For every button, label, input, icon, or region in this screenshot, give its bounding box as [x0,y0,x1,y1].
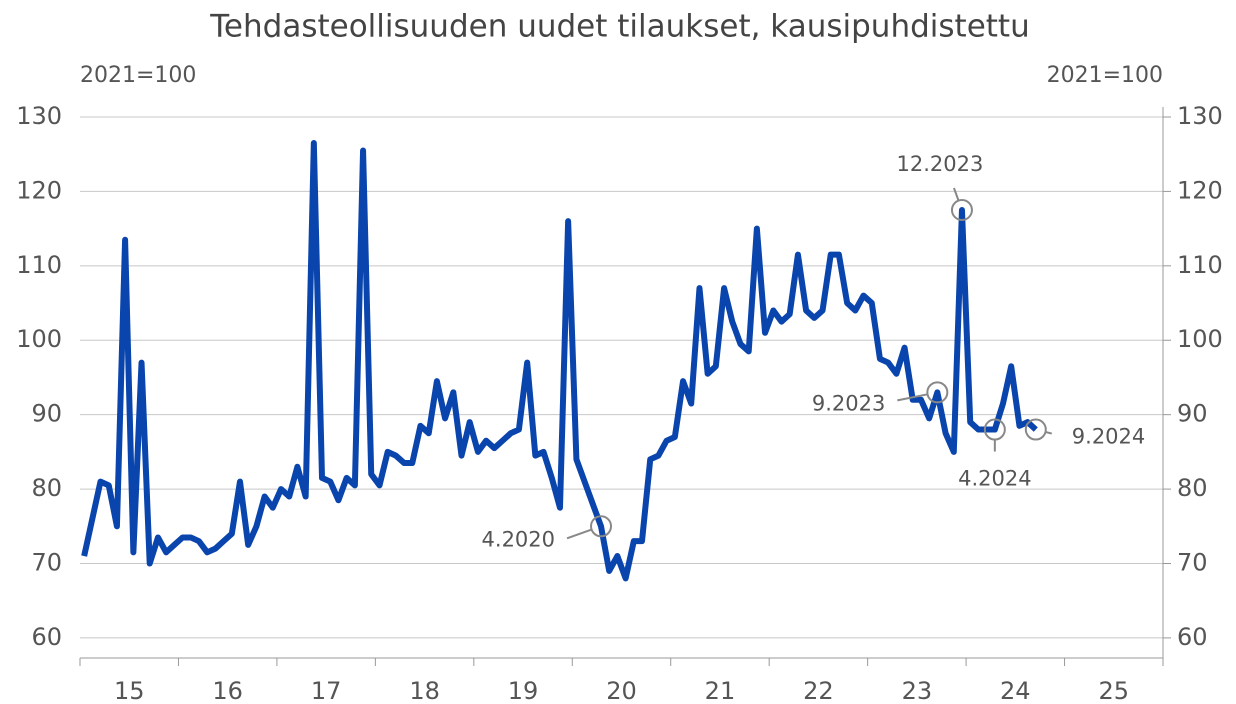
x-tick-label: 22 [803,677,834,704]
y-tick-label: 90 [31,400,62,428]
y2-tick-label: 60 [1177,623,1208,651]
annotation-label: 12.2023 [897,152,984,176]
annotation-leader [897,393,928,402]
y2-tick-label: 130 [1177,102,1223,130]
annotation-circle [926,381,949,404]
x-tick-label: 16 [212,677,243,704]
y-tick-label: 70 [31,548,62,576]
x-tick-label: 24 [1000,677,1031,704]
y2-tick-label: 110 [1177,251,1223,279]
annotation-label: 4.2020 [482,527,555,551]
annotation-circle [1024,418,1047,441]
x-tick-label: 17 [311,677,342,704]
data-line [81,140,1038,582]
x-tick-label: 20 [606,677,637,704]
y2-tick-label: 80 [1177,474,1208,502]
y2-tick-label: 120 [1177,176,1223,204]
x-tick-label: 15 [114,677,145,704]
y2-tick-label: 70 [1177,548,1208,576]
x-tick-label: 18 [409,677,440,704]
annotation-leader [1045,430,1053,435]
x-tick-label: 25 [1098,677,1129,704]
x-tick-label: 23 [902,677,933,704]
annotation-leader [566,528,592,540]
y-tick-label: 80 [31,474,62,502]
x-tick-label: 21 [705,677,736,704]
y-tick-label: 60 [31,623,62,651]
annotation-circle [950,199,973,222]
y2-tick-label: 90 [1177,400,1208,428]
y-tick-label: 120 [16,176,62,204]
y-axis-label: 2021=100 [80,63,196,88]
annotation-leader [953,187,960,201]
x-tick-label: 19 [508,677,539,704]
annotation-label: 9.2024 [1072,425,1145,449]
annotation-label: 9.2023 [812,391,885,415]
y-tick-label: 130 [16,102,62,130]
y-tick-label: 100 [16,325,62,353]
y-tick-label: 110 [16,251,62,279]
chart-title: Tehdasteollisuuden uudet tilaukset, kaus… [209,9,1029,45]
annotation-label: 4.2024 [958,467,1031,491]
y2-tick-label: 100 [1177,325,1223,353]
y2-axis-label: 2021=100 [1047,63,1163,88]
annotation-circle [590,515,613,538]
